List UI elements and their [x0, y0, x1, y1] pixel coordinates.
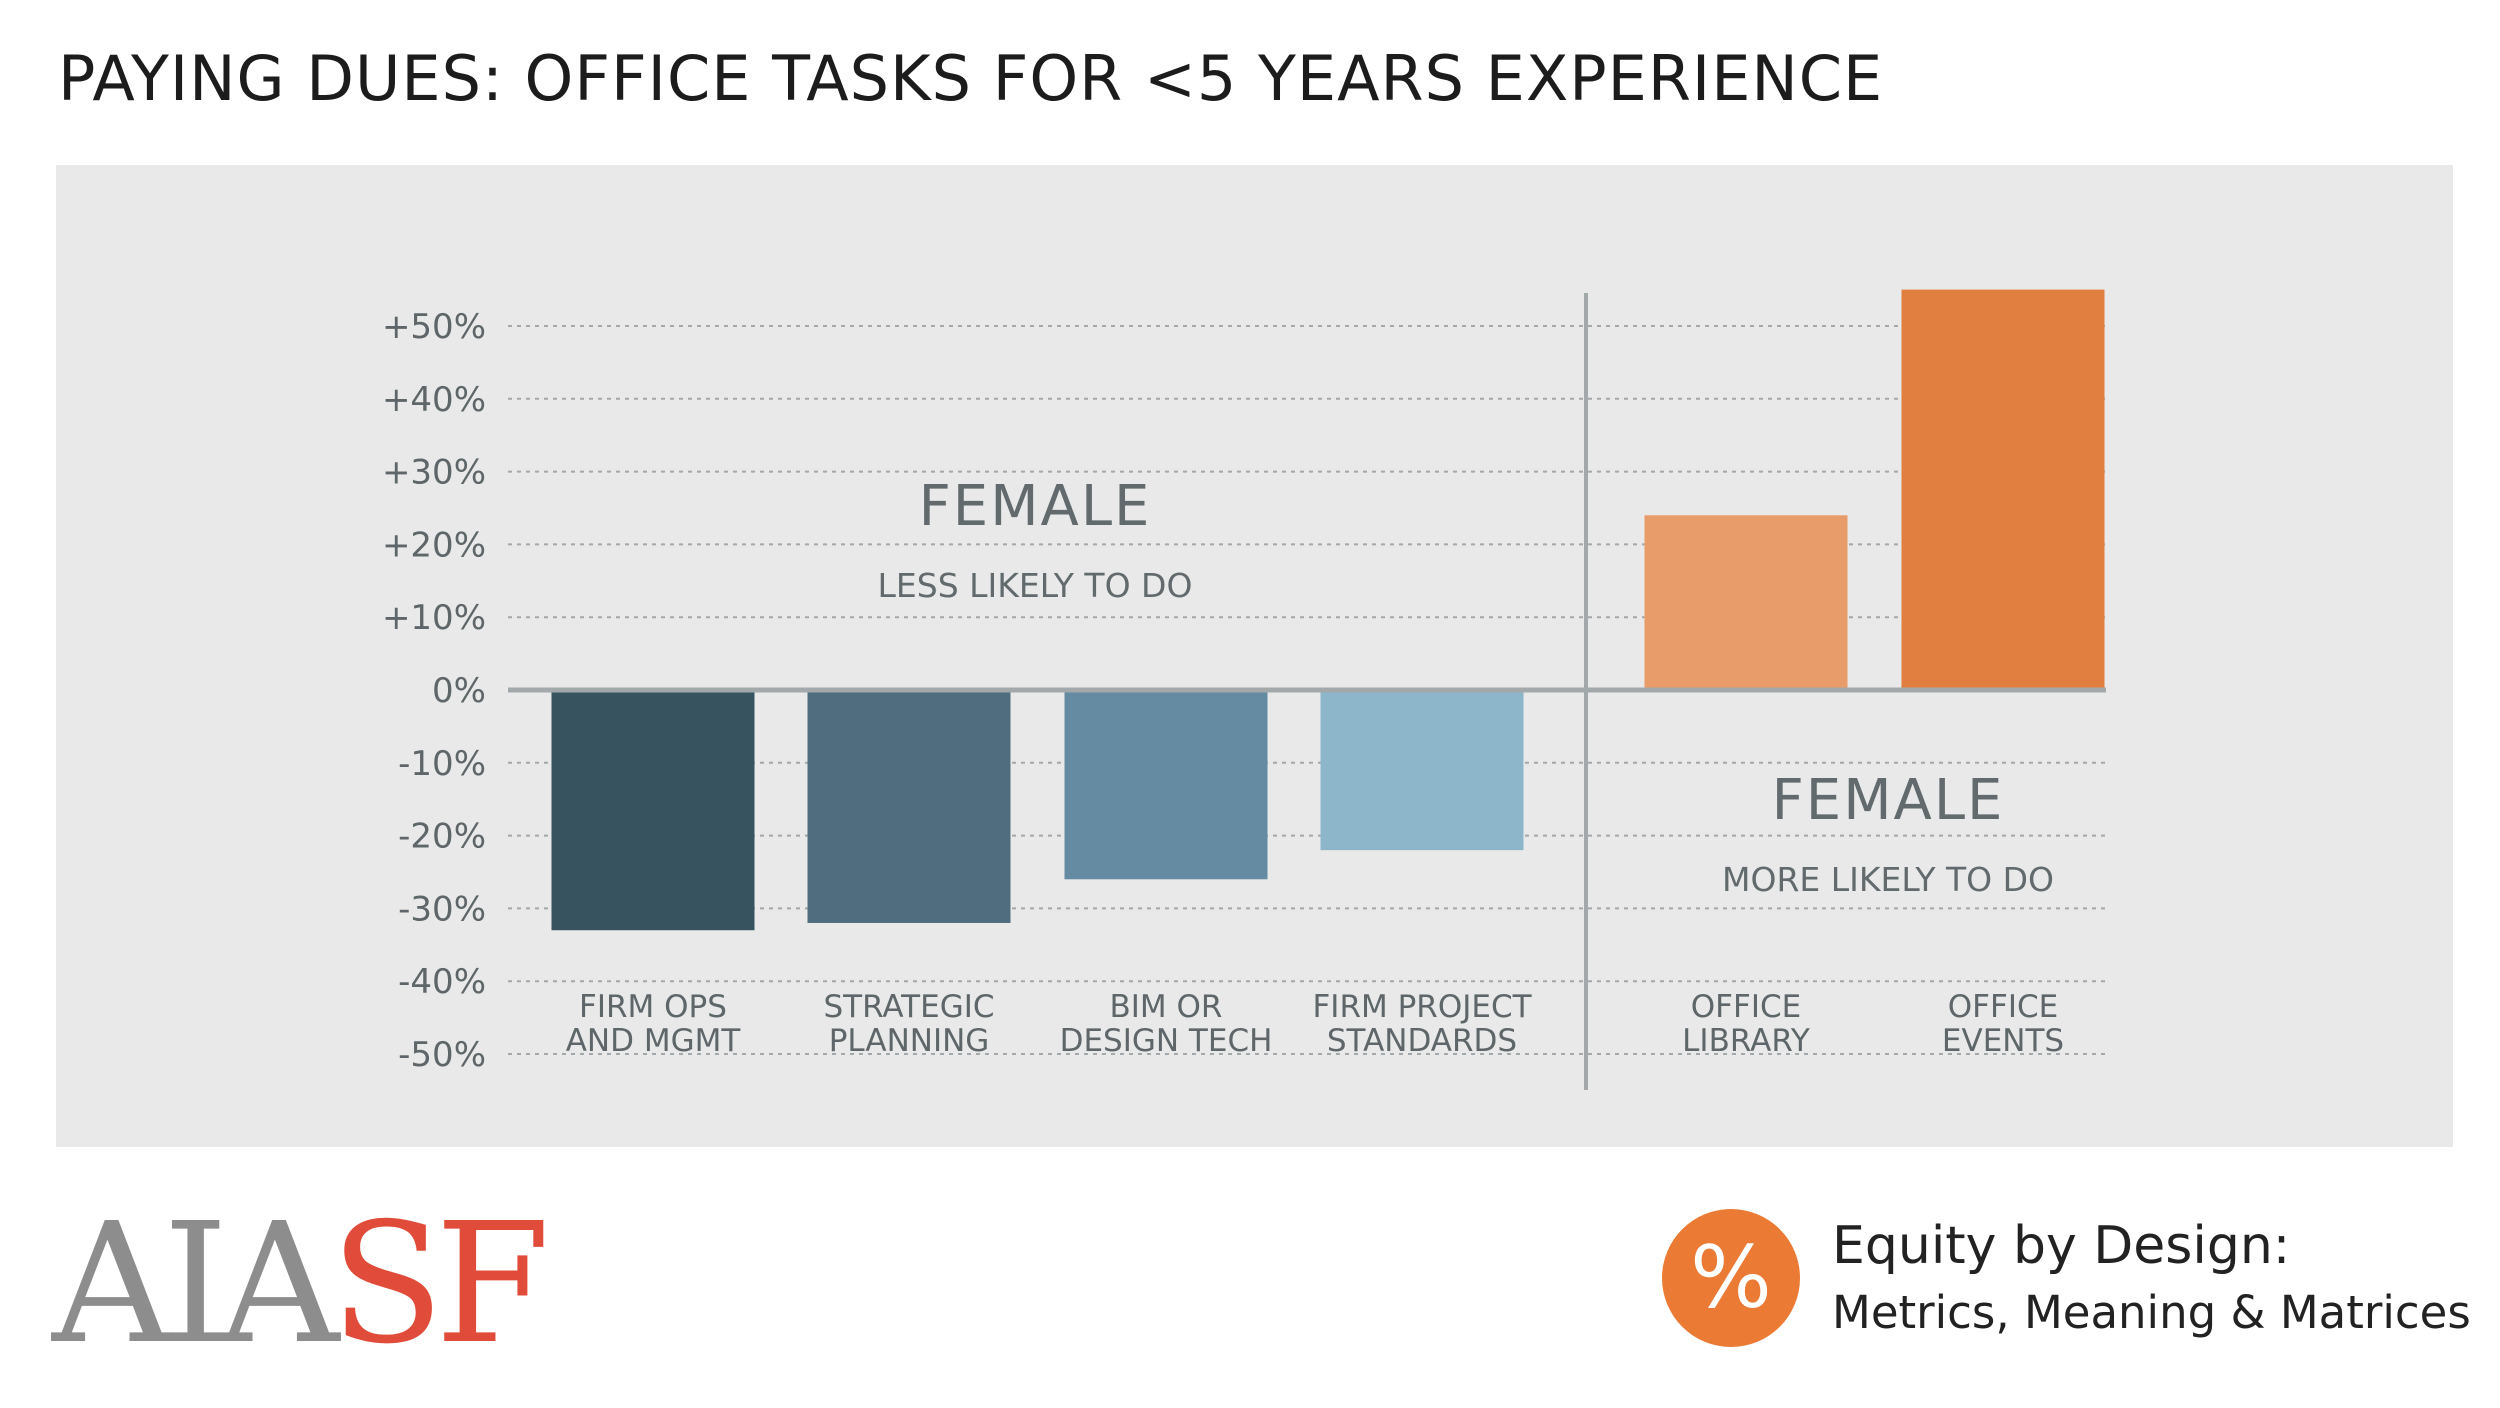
logo-sf-text: SF: [330, 1188, 550, 1381]
category-label: OFFICE: [1948, 989, 2058, 1025]
bar: [1901, 289, 2105, 690]
y-tick-label: -10%: [398, 744, 486, 784]
annotation-title: FEMALE: [919, 474, 1152, 539]
page-title: PAYING DUES: OFFICE TASKS FOR <5 YEARS E…: [58, 42, 1884, 115]
y-tick-label: -30%: [398, 889, 486, 929]
annotation-title: FEMALE: [1772, 768, 2005, 833]
category-label: FIRM OPS: [579, 989, 727, 1025]
category-label: OFFICE: [1691, 989, 1801, 1025]
y-tick-label: +40%: [382, 380, 486, 420]
y-tick-label: -50%: [398, 1035, 486, 1075]
y-tick-label: +50%: [382, 307, 486, 347]
percent-symbol: %: [1690, 1228, 1772, 1328]
bar: [1320, 690, 1524, 851]
aiasf-logo: AIASF: [52, 1202, 550, 1368]
category-label: PLANNING: [829, 1023, 990, 1059]
y-tick-label: +10%: [382, 598, 486, 638]
category-label: LIBRARY: [1682, 1023, 1810, 1059]
logo-aia-text: AIA: [52, 1188, 339, 1381]
y-tick-label: -20%: [398, 817, 486, 857]
y-tick-label: 0%: [432, 671, 486, 711]
bar: [807, 690, 1011, 923]
annotation-subtitle: LESS LIKELY TO DO: [878, 566, 1193, 605]
bar: [1644, 515, 1848, 690]
percent-badge-icon: %: [1662, 1209, 1800, 1347]
y-tick-label: +30%: [382, 453, 486, 493]
bar-chart: +50% +40% +30% +20% +10% 0% -10% -20% -30% -40% -5…: [382, 289, 2106, 1090]
brand-subtitle: Metrics, Meaning & Matrices: [1832, 1286, 2471, 1339]
chart-panel: +50% +40% +30% +20% +10% 0% -10% -20% -30% -40% -5…: [56, 165, 2453, 1147]
bar: [551, 690, 755, 931]
bar: [1064, 690, 1268, 880]
category-label: AND MGMT: [566, 1023, 742, 1059]
category-label: DESIGN TECH: [1060, 1023, 1273, 1059]
category-label: STANDARDS: [1327, 1023, 1517, 1059]
category-label: BIM OR: [1110, 989, 1223, 1025]
y-tick-label: -40%: [398, 962, 486, 1002]
y-tick-label: +20%: [382, 525, 486, 565]
annotation-subtitle: MORE LIKELY TO DO: [1722, 860, 2054, 899]
brand-title: Equity by Design:: [1832, 1216, 2291, 1276]
category-label: FIRM PROJECT: [1312, 989, 1532, 1025]
category-label: STRATEGIC: [823, 989, 994, 1025]
category-label: EVENTS: [1942, 1023, 2064, 1059]
